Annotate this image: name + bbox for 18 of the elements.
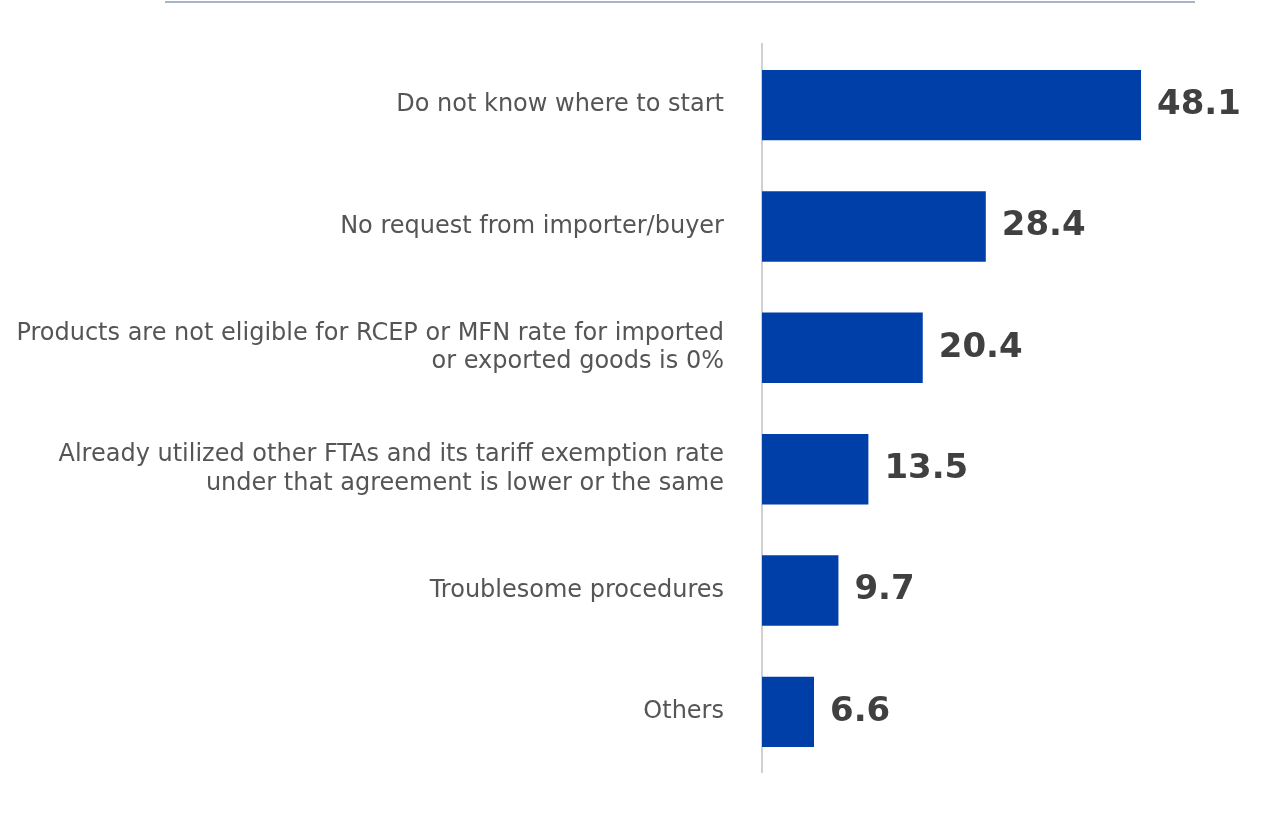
y-tick-label: Already utilized other FTAs and its tariff exemption rate under that agreement is lower or the same (58, 439, 724, 496)
y-tick-label: Do not know where to start (396, 89, 724, 118)
bar (762, 312, 923, 384)
y-tick-label: Others (643, 696, 724, 725)
data-label: 6.6 (830, 688, 891, 729)
bar (762, 676, 815, 748)
y-tick-label: Troublesome procedures (428, 574, 724, 603)
data-label: 48.1 (1157, 81, 1241, 122)
data-label: 28.4 (1001, 203, 1086, 244)
bar (762, 433, 869, 505)
bar (762, 191, 986, 262)
bar (762, 69, 1142, 141)
y-tick-label: No request from importer/buyer (340, 210, 725, 239)
data-label: 9.7 (854, 567, 915, 608)
y-tick-label: Products are not eligible for RCEP or MFN rate for imported or exported goods is 0% (16, 317, 724, 375)
bar (762, 555, 839, 626)
data-label: 13.5 (884, 446, 969, 487)
data-label: 20.4 (938, 324, 1023, 365)
